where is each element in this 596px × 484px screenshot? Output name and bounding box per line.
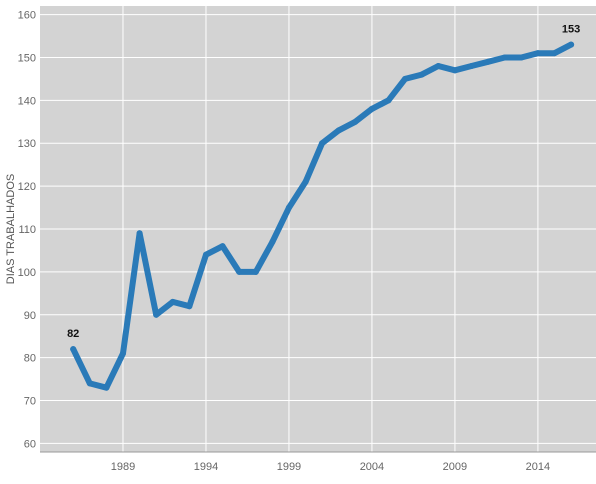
- x-tick-label: 2014: [526, 461, 550, 473]
- data-labels: 82 153: [67, 24, 580, 340]
- data-point: [402, 75, 409, 82]
- data-point: [468, 63, 475, 70]
- data-point: [236, 268, 243, 275]
- data-point: [70, 346, 77, 353]
- data-point: [86, 380, 93, 387]
- y-tick-label: 130: [18, 138, 36, 150]
- y-axis-label: DIAS TRABALHADOS: [5, 174, 17, 284]
- data-point: [485, 58, 492, 65]
- data-point: [368, 105, 375, 112]
- x-tick-label: 2009: [443, 461, 467, 473]
- data-point: [551, 50, 558, 57]
- y-tick-label: 90: [24, 310, 36, 322]
- data-point: [285, 204, 292, 211]
- y-tick-label: 150: [18, 52, 36, 64]
- data-point: [451, 67, 458, 74]
- series-layer: [70, 41, 575, 391]
- y-tick-label: 60: [24, 438, 36, 450]
- x-tick-label: 1994: [194, 461, 218, 473]
- data-point: [335, 127, 342, 134]
- data-point: [219, 243, 226, 250]
- data-point: [435, 63, 442, 70]
- data-point: [352, 118, 359, 125]
- x-axis-ticks: 1989 1994 1999 2004 2009 2014: [111, 461, 550, 473]
- data-point: [119, 350, 126, 357]
- y-tick-label: 80: [24, 353, 36, 365]
- data-point: [319, 140, 326, 147]
- data-point: [103, 384, 110, 391]
- data-point: [501, 54, 508, 61]
- data-label: 82: [67, 328, 79, 340]
- y-tick-label: 120: [18, 181, 36, 193]
- data-point: [418, 71, 425, 78]
- y-tick-label: 100: [18, 267, 36, 279]
- x-gridlines: [122, 6, 539, 452]
- data-point: [169, 298, 176, 305]
- y-tick-label: 110: [18, 224, 36, 236]
- data-point: [186, 303, 193, 310]
- y-tick-label: 160: [18, 10, 36, 22]
- data-point: [153, 311, 160, 318]
- data-point: [568, 41, 575, 48]
- data-label: 153: [562, 24, 580, 36]
- data-point: [269, 238, 276, 245]
- data-point: [252, 268, 259, 275]
- x-tick-label: 2004: [360, 461, 384, 473]
- x-tick-label: 1989: [111, 461, 135, 473]
- data-point: [518, 54, 525, 61]
- data-point: [202, 251, 209, 258]
- data-point: [136, 230, 143, 237]
- y-tick-label: 70: [24, 396, 36, 408]
- y-axis-ticks: 60 70 80 90 100 110 120 130 140 150 160: [18, 10, 36, 451]
- data-point: [385, 97, 392, 104]
- data-point: [302, 178, 309, 185]
- y-tick-label: 140: [18, 95, 36, 107]
- x-tick-label: 1999: [277, 461, 301, 473]
- data-point: [534, 50, 541, 57]
